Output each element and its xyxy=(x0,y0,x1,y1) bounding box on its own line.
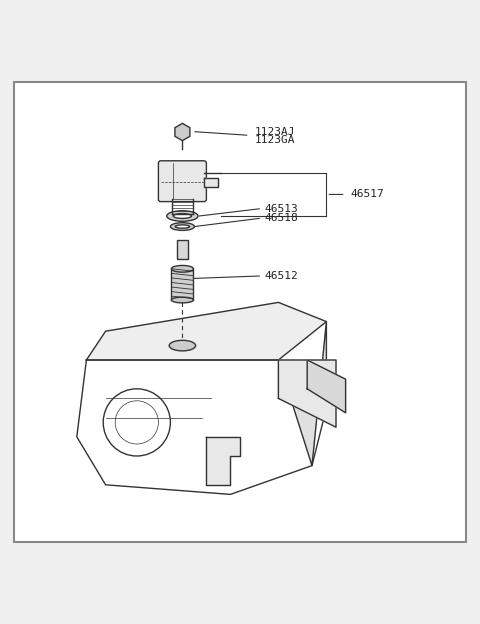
Polygon shape xyxy=(204,178,218,187)
Text: 46518: 46518 xyxy=(264,213,298,223)
Polygon shape xyxy=(77,360,326,494)
Ellipse shape xyxy=(170,223,194,230)
Ellipse shape xyxy=(167,211,198,222)
Ellipse shape xyxy=(169,340,196,351)
Ellipse shape xyxy=(171,297,193,303)
Polygon shape xyxy=(278,360,336,427)
Polygon shape xyxy=(175,124,190,140)
FancyBboxPatch shape xyxy=(14,82,466,542)
Text: 46513: 46513 xyxy=(264,204,298,214)
Polygon shape xyxy=(206,437,240,485)
FancyBboxPatch shape xyxy=(171,269,193,300)
Text: 1123AJ: 1123AJ xyxy=(254,127,295,137)
Ellipse shape xyxy=(173,213,192,218)
FancyBboxPatch shape xyxy=(177,240,188,259)
Polygon shape xyxy=(86,303,326,360)
Polygon shape xyxy=(278,321,326,466)
Ellipse shape xyxy=(171,265,193,272)
Polygon shape xyxy=(307,360,346,413)
Text: 46512: 46512 xyxy=(264,271,298,281)
Text: 46517: 46517 xyxy=(350,190,384,200)
Ellipse shape xyxy=(175,225,190,228)
Text: 1123GA: 1123GA xyxy=(254,135,295,145)
FancyBboxPatch shape xyxy=(158,161,206,202)
